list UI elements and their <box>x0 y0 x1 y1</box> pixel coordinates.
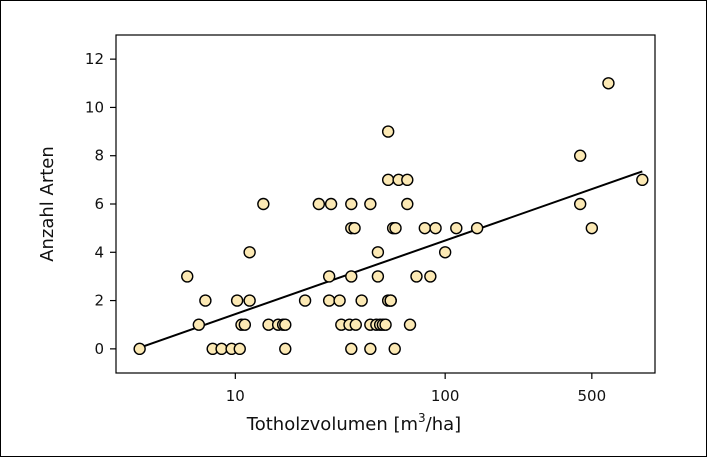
data-point <box>348 221 361 235</box>
data-point <box>349 318 362 331</box>
data-point <box>403 318 417 331</box>
data-point <box>401 197 414 211</box>
data-point <box>238 318 252 331</box>
data-point <box>371 270 385 283</box>
data-point <box>388 342 401 356</box>
x-axis-label-prefix: Totholzvolumen [m <box>246 414 418 435</box>
data-point <box>573 197 587 211</box>
data-point <box>602 77 615 90</box>
data-point <box>429 221 442 235</box>
y-tick-label: 4 <box>94 243 104 261</box>
x-axis-label: Totholzvolumen [m3/ha] <box>246 411 461 435</box>
data-point <box>192 318 206 331</box>
x-axis: 10 100 500 <box>226 373 606 405</box>
y-tick-label: 12 <box>85 50 104 68</box>
data-point <box>345 270 358 283</box>
data-point <box>243 246 256 259</box>
data-point <box>636 173 649 187</box>
y-tick-label: 6 <box>94 195 104 213</box>
data-point <box>279 318 292 331</box>
y-axis: 0 2 4 6 8 10 12 <box>85 50 116 358</box>
data-point <box>401 173 414 187</box>
data-point <box>279 342 292 356</box>
data-point <box>199 294 212 307</box>
data-point <box>384 294 397 307</box>
data-points <box>133 77 649 356</box>
data-point <box>364 342 377 356</box>
data-point <box>312 197 326 211</box>
x-axis-label-suffix: /ha] <box>426 414 462 435</box>
data-point <box>418 221 432 235</box>
data-point <box>573 149 587 162</box>
y-tick-label: 2 <box>94 292 104 310</box>
x-axis-label-superscript: 3 <box>418 411 426 425</box>
data-point <box>371 246 385 259</box>
data-point <box>230 294 244 307</box>
data-point <box>381 173 395 187</box>
data-point <box>133 342 146 356</box>
data-point <box>298 294 312 307</box>
data-point <box>450 221 463 235</box>
data-point <box>389 221 402 235</box>
y-axis-label: Anzahl Arten <box>37 146 58 262</box>
data-point <box>181 270 194 283</box>
x-tick-label: 10 <box>226 387 245 405</box>
data-point <box>233 342 246 356</box>
data-point <box>438 246 452 259</box>
data-point <box>470 221 484 235</box>
data-point <box>379 318 392 331</box>
data-point <box>585 221 599 235</box>
trend-line <box>139 170 643 349</box>
data-point <box>257 197 270 211</box>
data-point <box>243 294 256 307</box>
data-point <box>381 125 395 138</box>
data-point <box>333 294 346 307</box>
data-point <box>410 270 423 283</box>
y-tick-label: 10 <box>85 98 104 116</box>
data-point <box>324 197 338 211</box>
y-tick-label: 8 <box>94 147 104 165</box>
x-tick-label: 100 <box>431 387 460 405</box>
data-point <box>364 197 377 211</box>
data-point <box>345 342 358 356</box>
data-point <box>345 197 358 211</box>
data-point <box>322 270 336 283</box>
x-tick-label: 500 <box>578 387 607 405</box>
y-tick-label: 0 <box>94 340 104 358</box>
data-point <box>355 294 368 307</box>
data-point <box>424 270 437 283</box>
data-point <box>322 294 336 307</box>
